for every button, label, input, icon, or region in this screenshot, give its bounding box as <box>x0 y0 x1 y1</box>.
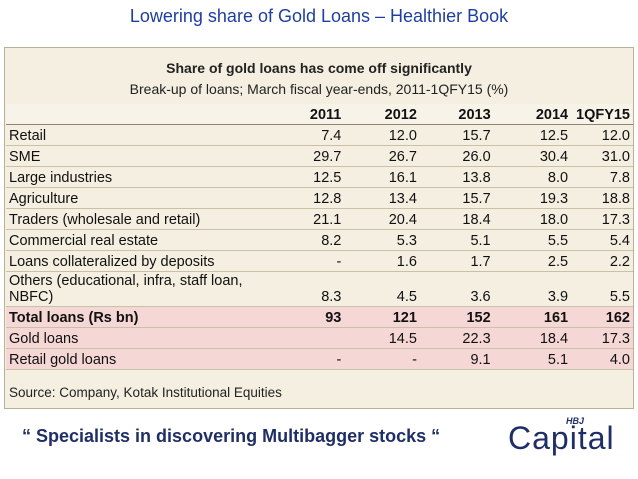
cell: 5.1 <box>493 348 572 370</box>
cell: 19.3 <box>493 187 572 209</box>
slide-title: Lowering share of Gold Loans – Healthier… <box>129 6 509 26</box>
cell: 18.4 <box>493 327 572 349</box>
logo-main: Capital <box>508 420 615 456</box>
cell: 12.5 <box>287 166 345 188</box>
cell: 93 <box>287 306 345 328</box>
row-label: Gold loans <box>6 327 288 349</box>
table-row: Commercial real estate 8.2 5.3 5.1 5.5 5.4 <box>6 229 633 251</box>
column-header: 2013 <box>419 104 494 125</box>
row-label: Traders (wholesale and retail) <box>6 208 288 230</box>
table-row: Loans collateralized by deposits -1.6 1.7 2… <box>6 250 633 272</box>
cell: 7.8 <box>571 166 633 188</box>
cell: 161 <box>493 306 572 328</box>
panel-title: Share of gold loans has come off signifi… <box>166 60 472 76</box>
cell: 30.4 <box>493 145 572 167</box>
loan-table: 2011 2012 2013 2014 1QFY15 Retail 7.4 12.0 15.7 1… <box>6 104 633 370</box>
cell: 21.1 <box>287 208 345 230</box>
source-note: Source: Company, Kotak Institutional Equ… <box>9 385 282 400</box>
row-label: Retail <box>6 124 288 146</box>
column-header: 2014 <box>493 104 572 125</box>
column-header: 2012 <box>344 104 420 125</box>
cell: 16.1 <box>344 166 420 188</box>
cell: 2.5 <box>493 250 572 272</box>
header-row: 2011 2012 2013 2014 1QFY15 <box>6 104 633 125</box>
table-row: Total loans (Rs bn) 93 121 152 161 162 <box>6 306 633 328</box>
table-row: Agriculture 12.8 13.4 15.7 19.3 18.8 <box>6 187 633 209</box>
cell: 8.0 <box>493 166 572 188</box>
cell: 5.4 <box>571 229 633 251</box>
cell: 18.4 <box>419 208 494 230</box>
cell: 31.0 <box>571 145 633 167</box>
table-row: Large industries 12.5 16.1 13.8 8.0 7.8 <box>6 166 633 188</box>
cell: 4.5 <box>344 271 420 307</box>
cell: 3.6 <box>419 271 494 307</box>
table-row: SME 29.7 26.7 26.0 30.4 31.0 <box>6 145 633 167</box>
table-row: Retail gold loans - -9.1 5.1 4.0 <box>6 348 633 370</box>
cell: 12.8 <box>287 187 345 209</box>
panel-subtitle: Break-up of loans; March fiscal year-end… <box>129 81 509 97</box>
logo-top: HBJ <box>566 416 585 426</box>
cell: 13.4 <box>344 187 420 209</box>
cell: 5.5 <box>571 271 633 307</box>
cell: 8.2 <box>287 229 345 251</box>
cell: 15.7 <box>419 124 494 146</box>
cell: 18.0 <box>493 208 572 230</box>
table-row: Retail 7.4 12.0 15.7 12.5 12.0 <box>6 124 633 146</box>
row-label: Others (educational, infra, staff loan, … <box>6 271 288 307</box>
cell: 18.8 <box>571 187 633 209</box>
corner-cell <box>6 104 288 125</box>
cell: 22.3 <box>419 327 494 349</box>
cell: 7.4 <box>287 124 345 146</box>
cell: 5.1 <box>419 229 494 251</box>
cell: - <box>344 348 420 370</box>
cell: 17.3 <box>571 208 633 230</box>
table-row: Gold loans 14.5 22.3 18.4 17.3 <box>6 327 633 349</box>
cell: 26.0 <box>419 145 494 167</box>
cell: 17.3 <box>571 327 633 349</box>
cell: 20.4 <box>344 208 420 230</box>
column-header: 1QFY15 <box>571 104 633 125</box>
cell: 14.5 <box>344 327 420 349</box>
cell: 1.7 <box>419 250 494 272</box>
cell: 12.0 <box>344 124 420 146</box>
cell: 9.1 <box>419 348 494 370</box>
row-label: Commercial real estate <box>6 229 288 251</box>
cell: 8.3 <box>287 271 345 307</box>
row-label: Retail gold loans <box>6 348 288 370</box>
cell: 1.6 <box>344 250 420 272</box>
row-label: Total loans (Rs bn) <box>6 306 288 328</box>
cell: 5.5 <box>493 229 572 251</box>
table-row: Others (educational, infra, staff loan, … <box>6 271 633 307</box>
panel: Share of gold loans has come off signifi… <box>4 47 634 409</box>
table-row: Traders (wholesale and retail) 21.1 20.4 18… <box>6 208 633 230</box>
row-label: Loans collateralized by deposits <box>6 250 288 272</box>
cell: 2.2 <box>571 250 633 272</box>
cell: 13.8 <box>419 166 494 188</box>
cell: - <box>287 250 345 272</box>
cell: 15.7 <box>419 187 494 209</box>
cell <box>287 327 345 349</box>
cell: 29.7 <box>287 145 345 167</box>
cell: 162 <box>571 306 633 328</box>
cell: - <box>287 348 345 370</box>
cell: 5.3 <box>344 229 420 251</box>
tagline: “ Specialists in discovering Multibagger… <box>22 426 441 446</box>
cell: 4.0 <box>571 348 633 370</box>
row-label: SME <box>6 145 288 167</box>
cell: 152 <box>419 306 494 328</box>
cell: 121 <box>344 306 420 328</box>
cell: 26.7 <box>344 145 420 167</box>
column-header: 2011 <box>287 104 345 125</box>
cell: 3.9 <box>493 271 572 307</box>
cell: 12.5 <box>493 124 572 146</box>
cell: 12.0 <box>571 124 633 146</box>
row-label: Large industries <box>6 166 288 188</box>
row-label: Agriculture <box>6 187 288 209</box>
